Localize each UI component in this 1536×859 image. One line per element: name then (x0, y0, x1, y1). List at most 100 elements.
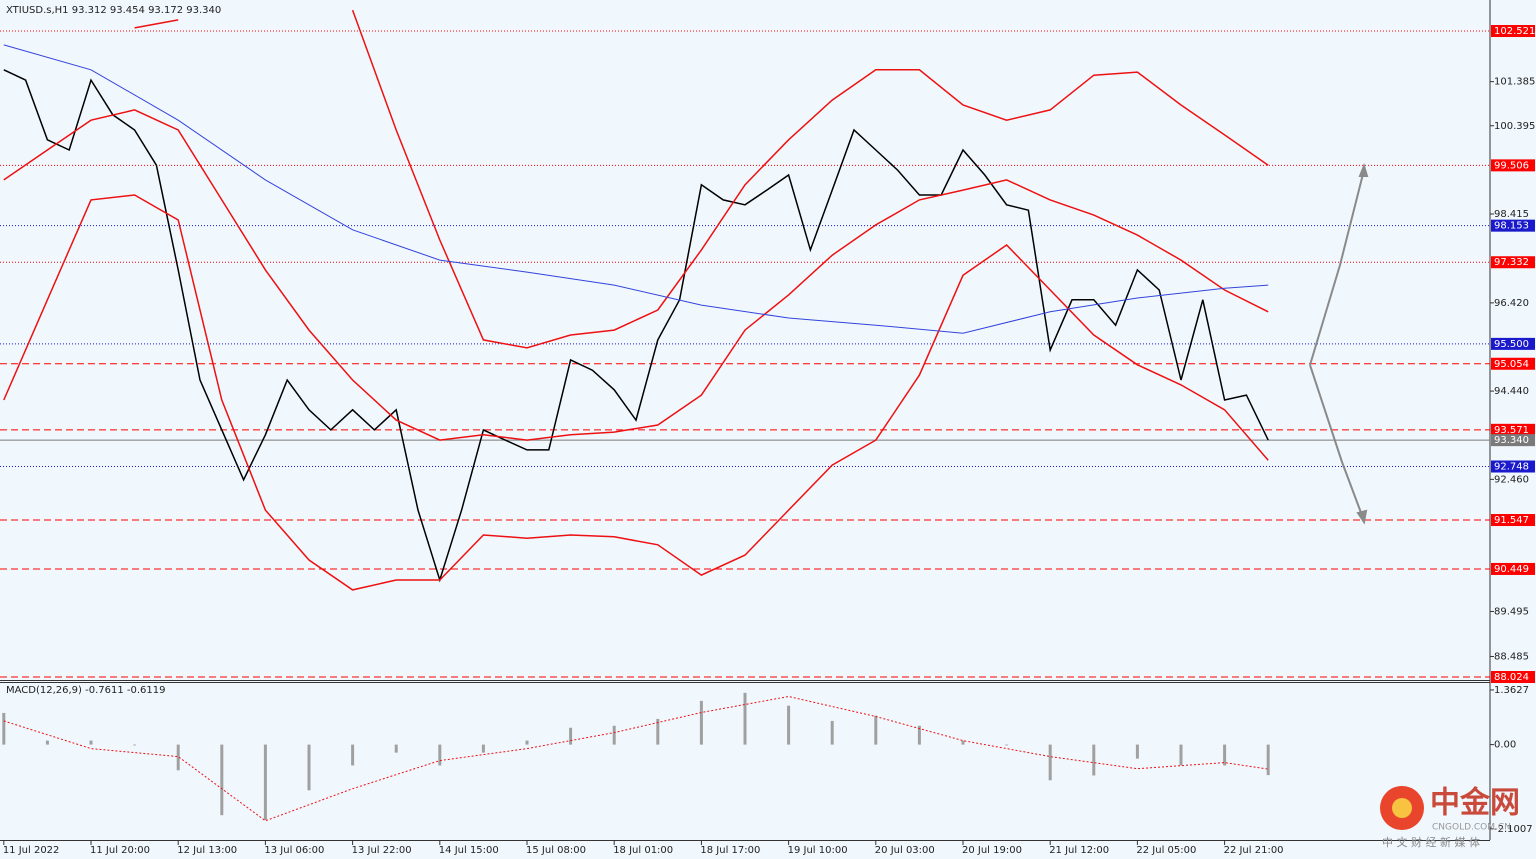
level-label: 98.153 (1494, 221, 1529, 232)
y-tick-label: 98.415 (1494, 209, 1529, 220)
macd-bar (307, 744, 311, 791)
x-tick-label: 11 Jul 20:00 (90, 845, 150, 856)
macd-bar (1005, 744, 1009, 746)
level-label: 92.748 (1494, 462, 1529, 473)
macd-bar (961, 740, 965, 745)
level-label: 93.571 (1494, 425, 1529, 436)
macd-bar (263, 744, 267, 820)
projection-arrows (1309, 162, 1369, 525)
arrow-up (1309, 169, 1365, 366)
level-label-box (1491, 256, 1535, 269)
level-label: 99.506 (1494, 160, 1529, 171)
level-label-box (1491, 219, 1535, 232)
level-label: 102.521 (1494, 26, 1535, 37)
level-label-box (1491, 671, 1535, 684)
scales: 11 Jul 2022 11 Jul 20:00 12 Jul 13:00 13 Ju… (3, 25, 1535, 856)
level-label: 90.449 (1494, 564, 1529, 575)
level-label-box (1491, 514, 1535, 527)
brand: 中金网 (1430, 786, 1520, 821)
macd-bar (1223, 744, 1227, 766)
symbol-header: XTIUSD.s,H1 93.312 93.454 93.172 93.340 (6, 5, 221, 16)
level-label-box (1491, 159, 1535, 172)
y-tick-label: 1.3627 (1494, 685, 1529, 696)
macd-bar (1135, 744, 1139, 759)
x-tick-label: 13 Jul 22:00 (352, 845, 412, 856)
arrow-head (1358, 162, 1369, 177)
x-tick-label: 22 Jul 21:00 (1224, 845, 1284, 856)
macd-bar (394, 744, 398, 753)
x-tick-label: 13 Jul 06:00 (264, 845, 324, 856)
site: CNGOLD.COM.CN (1432, 823, 1511, 833)
level-label-box (1491, 423, 1535, 436)
level-label: 91.547 (1494, 515, 1529, 526)
macd-bar (1179, 744, 1183, 766)
macd-bar (1048, 744, 1052, 781)
macd-bar (438, 744, 442, 766)
x-tick-label: 11 Jul 2022 (3, 845, 60, 856)
y-tick-label: 92.460 (1494, 474, 1529, 485)
series-line (3, 194, 1269, 591)
x-tick-label: 18 Jul 17:00 (700, 845, 760, 856)
x-tick-label: 22 Jul 05:00 (1136, 845, 1196, 856)
level-label-box (1491, 357, 1535, 370)
x-tick-label: 14 Jul 15:00 (439, 845, 499, 856)
x-tick-label: 15 Jul 08:00 (526, 845, 586, 856)
x-tick-label: 20 Jul 19:00 (962, 845, 1022, 856)
series-line (3, 109, 1269, 441)
macd-bar (220, 744, 224, 816)
macd-bar (1092, 744, 1096, 776)
macd-bar (787, 705, 791, 745)
macd-bar (612, 725, 616, 745)
y-tick-label: 100.395 (1494, 121, 1535, 132)
macd-bar (2, 712, 6, 745)
y-tick-label: -2.1007 (1494, 824, 1533, 835)
y-tick-label: 0.00 (1494, 740, 1516, 751)
macd-bar (656, 718, 660, 745)
series-line (3, 69, 1269, 583)
y-tick-label: 101.385 (1494, 77, 1535, 88)
macd-bar (569, 727, 573, 745)
x-tick-label: 20 Jul 03:00 (875, 845, 935, 856)
y-tick-label: 94.440 (1494, 386, 1529, 397)
macd-bar (1266, 744, 1270, 776)
series-line (134, 9, 1269, 349)
price-panel (0, 9, 1490, 678)
level-label-box (1491, 337, 1535, 350)
macd-bar (45, 740, 49, 745)
level-label: 97.332 (1494, 257, 1529, 268)
macd-bar (874, 715, 878, 745)
x-tick-label: 12 Jul 13:00 (177, 845, 237, 856)
level-label-box (1491, 562, 1535, 575)
macd-bar (481, 744, 485, 753)
macd-bar (699, 700, 703, 745)
slogan: 中 文 财 经 新 媒 体 (1382, 835, 1480, 849)
series-line (3, 695, 1269, 822)
level-label: 95.500 (1494, 339, 1529, 350)
x-tick-label: 21 Jul 12:00 (1049, 845, 1109, 856)
macd-bar (89, 740, 93, 745)
y-tick-label: 88.485 (1494, 651, 1529, 662)
watermark: 中金网 CNGOLD.COM.CN 中 文 财 经 新 媒 体 (1380, 786, 1520, 849)
y-tick-label: 96.420 (1494, 298, 1529, 309)
macd-bar (133, 744, 137, 746)
macd-bar (830, 720, 834, 745)
level-label-box (1491, 434, 1535, 447)
x-tick-label: 19 Jul 10:00 (788, 845, 848, 856)
series-line (3, 44, 1269, 334)
macd-header: MACD(12,26,9) -0.7611 -0.6119 (6, 685, 166, 696)
macd-bar (525, 740, 529, 745)
y-tick-label: 89.495 (1494, 606, 1529, 617)
macd-bar (743, 692, 747, 745)
logo-inner (1392, 798, 1412, 818)
level-label: 88.024 (1494, 672, 1529, 683)
level-label-box (1491, 25, 1535, 38)
level-label: 93.340 (1494, 435, 1529, 446)
macd-bar (917, 725, 921, 745)
level-label: 95.054 (1494, 359, 1529, 370)
arrow-down (1309, 364, 1364, 519)
arrow-head (1356, 509, 1368, 525)
macd-panel (2, 692, 1270, 822)
